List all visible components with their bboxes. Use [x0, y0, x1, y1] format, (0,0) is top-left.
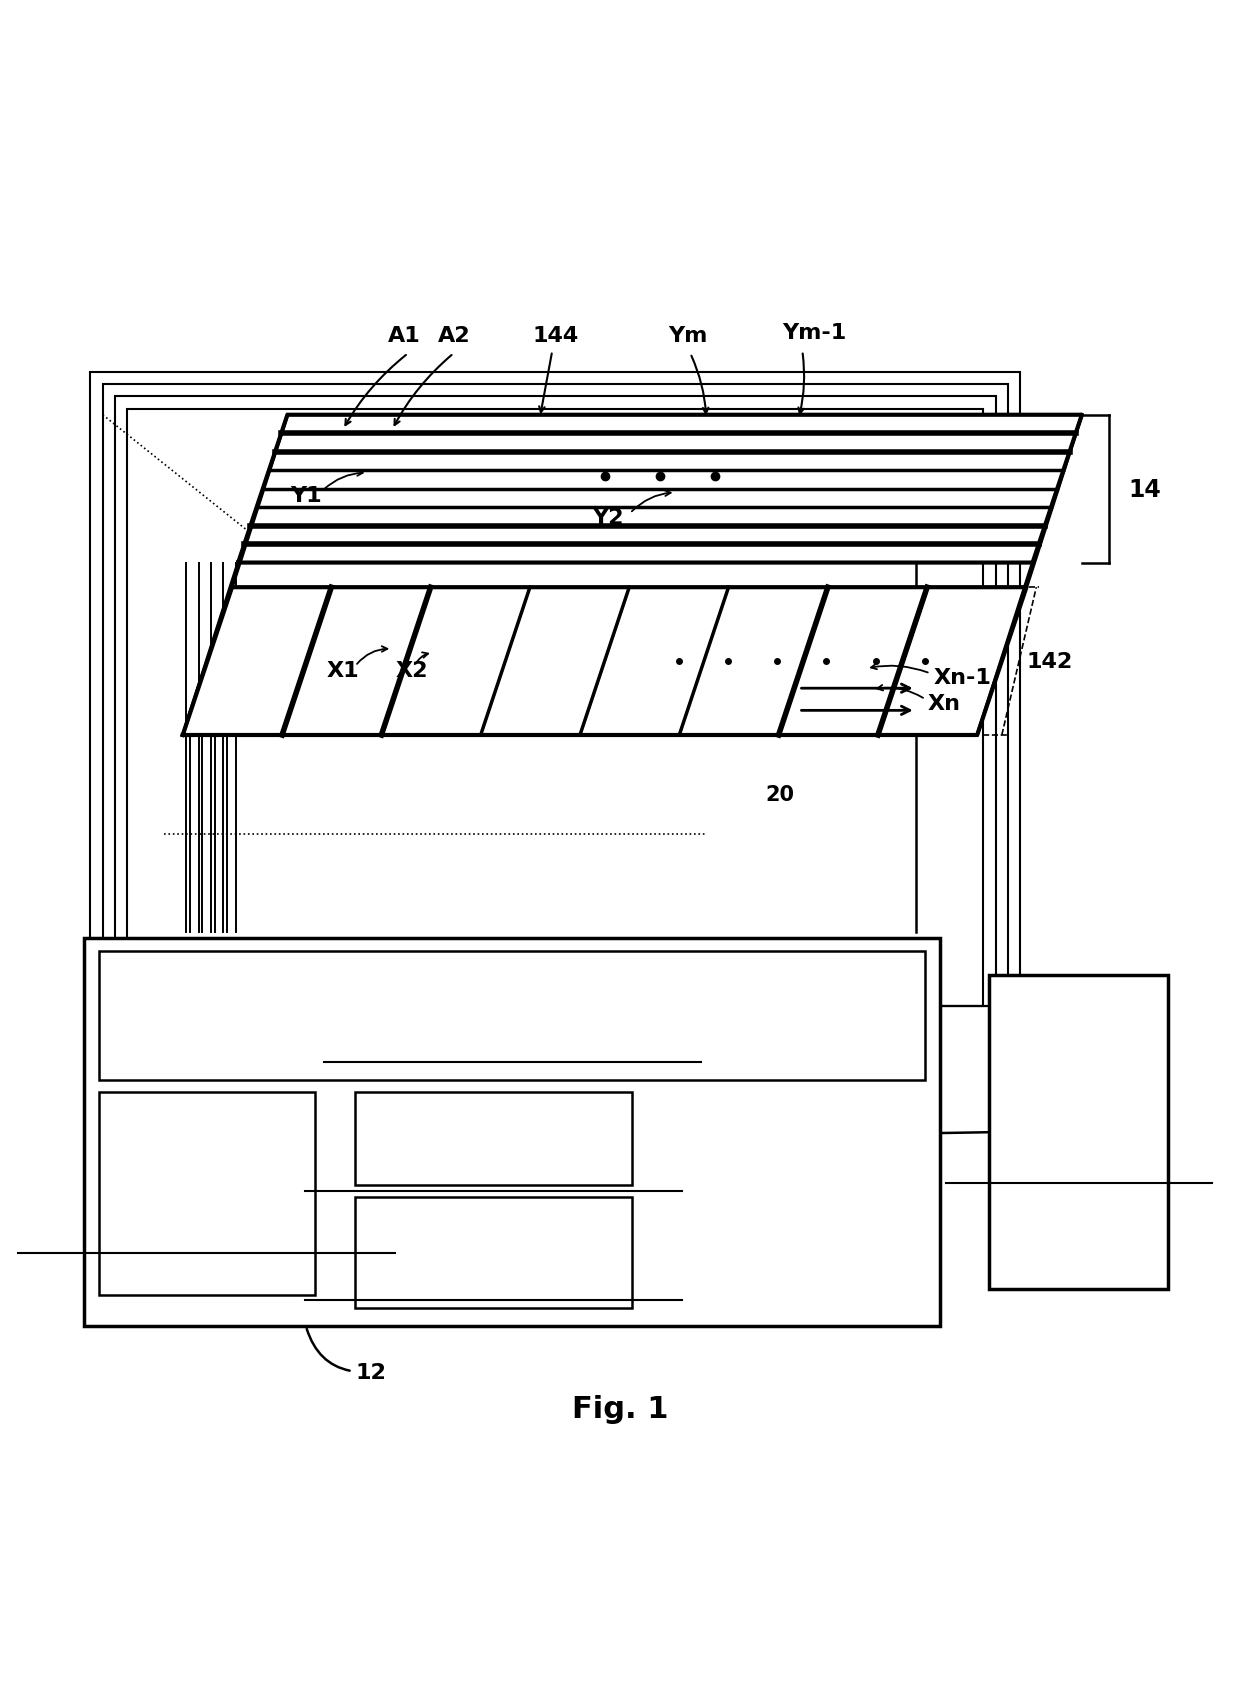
Text: Xn: Xn — [928, 694, 961, 714]
Text: 12: 12 — [306, 1330, 386, 1383]
Bar — [355, 1197, 632, 1308]
Polygon shape — [238, 416, 1081, 563]
Bar — [84, 939, 940, 1326]
Text: 144: 144 — [533, 326, 579, 346]
Text: 124: 124 — [469, 1154, 518, 1178]
Text: 126: 126 — [469, 1263, 518, 1287]
Text: Y1: Y1 — [290, 486, 321, 505]
Text: A2: A2 — [438, 326, 470, 346]
Polygon shape — [182, 588, 1027, 735]
Bar — [128, 409, 983, 1006]
Text: 30: 30 — [1061, 1146, 1096, 1170]
Bar — [99, 1093, 315, 1296]
Bar — [355, 1093, 632, 1185]
Bar — [91, 372, 1021, 1006]
Text: 122: 122 — [487, 1026, 537, 1050]
Text: Xn-1: Xn-1 — [934, 668, 992, 687]
Text: X2: X2 — [396, 660, 428, 680]
Text: Storage unit: Storage unit — [434, 1221, 554, 1240]
Text: Y2: Y2 — [591, 508, 624, 527]
Text: A1: A1 — [388, 326, 420, 346]
Text: 128: 128 — [182, 1217, 232, 1241]
Bar — [990, 975, 1168, 1289]
Text: Position sensing: Position sensing — [415, 1101, 572, 1122]
Text: Fig. 1: Fig. 1 — [572, 1395, 668, 1424]
Text: unit: unit — [475, 1125, 512, 1144]
Bar — [115, 397, 996, 1006]
Text: Ym-1: Ym-1 — [782, 322, 847, 343]
Text: X1: X1 — [326, 660, 360, 680]
Text: Ym: Ym — [668, 326, 708, 346]
Text: unit: unit — [188, 1170, 226, 1188]
Text: 14: 14 — [1128, 477, 1162, 501]
Bar — [99, 951, 925, 1081]
Text: Driving/sensing unit: Driving/sensing unit — [408, 979, 616, 999]
Text: 142: 142 — [1027, 651, 1073, 672]
Text: Mainframe: Mainframe — [1016, 1086, 1142, 1105]
Text: Controlling: Controlling — [154, 1137, 260, 1156]
Bar — [103, 385, 1008, 1006]
Text: 20: 20 — [765, 784, 795, 805]
